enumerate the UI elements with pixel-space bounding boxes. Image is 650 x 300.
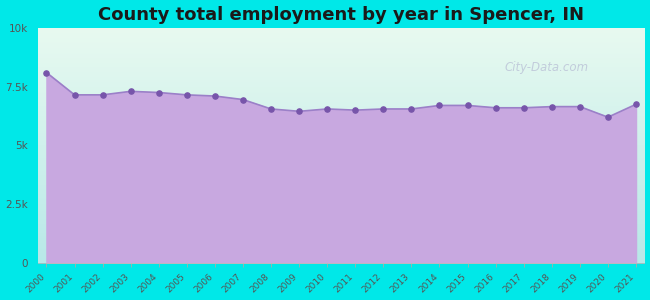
Point	[294, 109, 304, 114]
Point	[491, 105, 501, 110]
Title: County total employment by year in Spencer, IN: County total employment by year in Spenc…	[98, 6, 584, 24]
Point	[434, 103, 445, 108]
Point	[98, 92, 108, 97]
Point	[350, 108, 361, 112]
Point	[266, 106, 276, 111]
Point	[547, 104, 557, 109]
Text: City-Data.com: City-Data.com	[505, 61, 589, 74]
Point	[125, 89, 136, 94]
Point	[181, 92, 192, 97]
Point	[70, 92, 80, 97]
Point	[630, 102, 641, 107]
Point	[322, 106, 332, 111]
Point	[575, 104, 585, 109]
Point	[41, 70, 51, 75]
Point	[603, 115, 613, 120]
Point	[238, 97, 248, 102]
Point	[210, 94, 220, 98]
Point	[378, 106, 389, 111]
Point	[462, 103, 473, 108]
Point	[519, 105, 529, 110]
Point	[406, 106, 417, 111]
Point	[153, 90, 164, 95]
